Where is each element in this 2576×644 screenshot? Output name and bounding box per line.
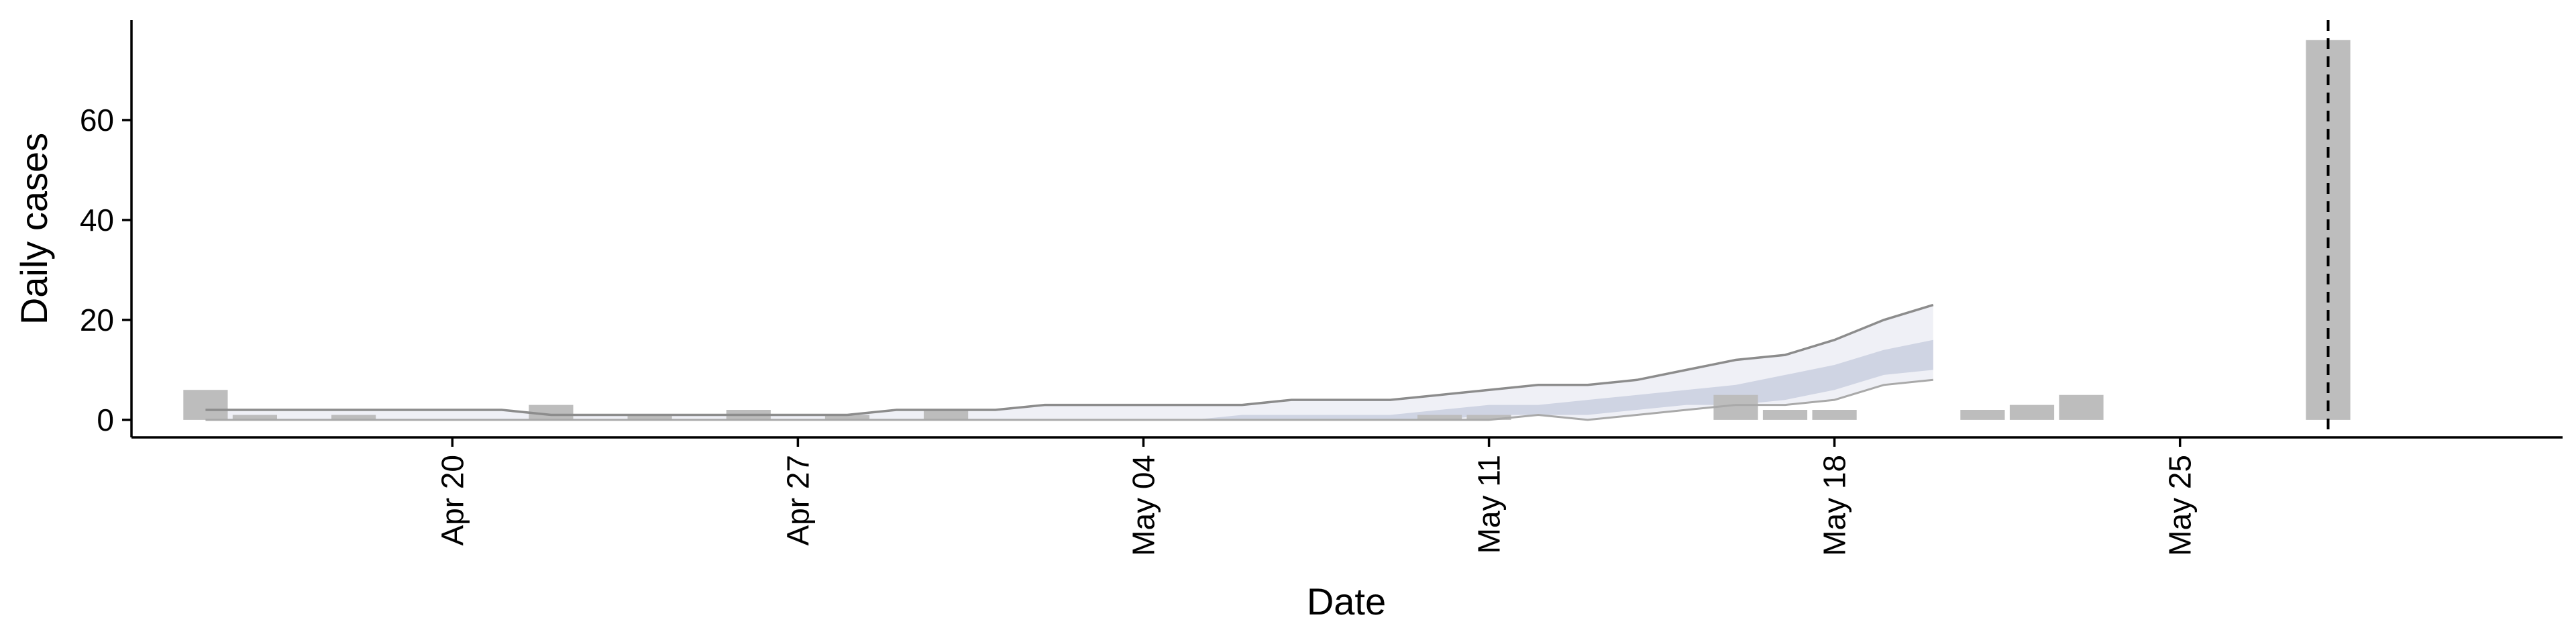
y-axis: 0 20 40 60 <box>80 103 131 437</box>
bar-2020-05-11 <box>1466 415 1511 420</box>
y-axis-title: Daily cases <box>13 133 55 325</box>
bar-2020-04-22 <box>529 405 574 420</box>
bar-2020-04-24 <box>627 415 672 420</box>
y-tick-label: 20 <box>80 303 114 337</box>
x-axis-title: Date <box>1307 580 1386 623</box>
outer-interval-band <box>205 305 1933 420</box>
x-tick-label: Apr 20 <box>435 455 470 546</box>
bar-2020-05-18 <box>1812 410 1857 420</box>
y-tick-label: 40 <box>80 203 114 237</box>
bar-2020-05-21 <box>1960 410 2005 420</box>
bar-2020-04-30 <box>924 410 969 420</box>
bar-2020-04-18 <box>331 415 376 420</box>
x-tick-label: May 18 <box>1817 455 1852 556</box>
plot-area <box>183 20 2351 437</box>
x-tick-label: Apr 27 <box>780 455 815 546</box>
bar-2020-05-22 <box>2009 405 2055 420</box>
bar-2020-05-10 <box>1417 415 1462 420</box>
bar-2020-04-15 <box>183 390 228 420</box>
bar-2020-05-23 <box>2059 394 2104 420</box>
y-tick-label: 0 <box>97 402 114 437</box>
outer-upper-line <box>205 303 1934 417</box>
bar-2020-04-16 <box>232 415 277 420</box>
outer-lower-line <box>205 378 1933 421</box>
x-tick-label: May 04 <box>1126 455 1161 556</box>
x-tick-label: May 11 <box>1472 455 1507 553</box>
x-axis: Apr 20 Apr 27 May 04 May 11 May 18 May 25 <box>435 437 2198 556</box>
y-tick-label: 60 <box>80 103 114 138</box>
x-tick-label: May 25 <box>2163 455 2198 556</box>
bar-2020-05-17 <box>1762 410 1808 420</box>
bar-2020-04-28 <box>824 415 870 420</box>
